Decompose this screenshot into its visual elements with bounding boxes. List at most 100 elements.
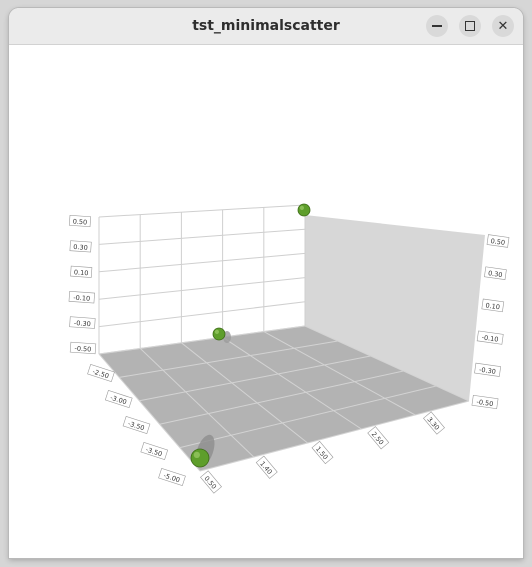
- grid-line: [139, 348, 255, 458]
- close-icon: ✕: [497, 18, 509, 34]
- tick-label: 0.30: [69, 240, 92, 253]
- tick-label-text: 0.10: [485, 301, 500, 311]
- scatter-point-body[interactable]: [212, 327, 226, 341]
- tick-label-box: [476, 330, 504, 345]
- scatter-point-highlight: [193, 451, 201, 458]
- tick-label-text: -0.30: [74, 319, 91, 328]
- right-wall: [305, 215, 485, 401]
- tick-label-box: [68, 214, 92, 228]
- grid-line: [98, 325, 306, 355]
- tick-label: -3.50: [122, 416, 151, 434]
- tick-label-box: [255, 455, 278, 479]
- tick-label-box: [367, 426, 390, 450]
- tick-label: -3.50: [140, 442, 169, 460]
- grid-line: [159, 370, 404, 425]
- grid-line: [98, 252, 306, 273]
- scatter-point-body[interactable]: [190, 448, 210, 468]
- title-bar[interactable]: tst_minimalscatter ✕: [9, 8, 523, 45]
- tick-label-box: [70, 265, 93, 278]
- grid-line: [179, 385, 437, 449]
- tick-label-box: [122, 416, 151, 434]
- tick-label: -0.10: [68, 291, 95, 304]
- minimize-button[interactable]: [426, 15, 448, 37]
- grid-line: [98, 204, 306, 218]
- right-wall-labels: 0.50 0.30 0.10 -0.10 -0.30 -0.50: [471, 234, 510, 410]
- tick-label-text: -0.50: [74, 344, 91, 353]
- tick-label: 3.30: [423, 411, 445, 435]
- grid-line: [199, 400, 470, 472]
- tick-label-box: [486, 234, 510, 248]
- tick-label: -0.10: [476, 330, 504, 345]
- scatter-point-highlight: [299, 205, 304, 210]
- tick-label: 2.50: [367, 426, 390, 450]
- tick-label: -0.50: [69, 341, 97, 355]
- tick-label-text: -0.10: [481, 333, 499, 343]
- scatter-point[interactable]: [212, 327, 226, 341]
- scatter-graph-view[interactable]: 0.50 0.30 0.10 -0.10 -0.30 -0.50 0.50 0.30 0.10…: [9, 45, 523, 558]
- tick-label-box: [481, 298, 505, 313]
- tick-label: 1.50: [311, 440, 334, 465]
- grid-line: [263, 331, 416, 416]
- tick-label-text: -0.10: [73, 294, 90, 303]
- tick-label-box: [104, 390, 133, 408]
- floor-front-labels: 0.50 1.40 1.50 2.50 3.30: [200, 411, 445, 494]
- tick-label-box: [69, 240, 92, 253]
- grid-line: [222, 336, 362, 430]
- back-wall-labels: 0.50 0.30 0.10 -0.10 -0.30 -0.50: [68, 214, 97, 355]
- floor-grid: [98, 325, 470, 472]
- tick-label-box: [484, 266, 507, 280]
- tick-label-box: [474, 362, 502, 377]
- scatter-point[interactable]: [297, 203, 311, 217]
- scatter-3d-chart[interactable]: 0.50 0.30 0.10 -0.10 -0.30 -0.50 0.50 0.30 0.10…: [9, 45, 523, 558]
- grid-line: [139, 355, 371, 402]
- tick-label-text: 0.30: [73, 243, 88, 252]
- tick-label-box: [69, 316, 96, 329]
- tick-label: -0.50: [471, 394, 499, 410]
- floor-left-labels: -2.50-3.00-3.50-3.50-5.00: [87, 364, 186, 486]
- grid-line: [98, 301, 306, 328]
- maximize-button[interactable]: [459, 15, 481, 37]
- grid-line: [181, 342, 308, 444]
- tick-label: -3.00: [104, 390, 133, 408]
- maximize-icon: [465, 21, 475, 31]
- tick-label-text: -0.50: [476, 398, 494, 408]
- tick-label: 0.10: [481, 298, 505, 313]
- scatter-point[interactable]: [190, 448, 210, 468]
- grid-line: [304, 325, 470, 402]
- grid-line: [98, 277, 306, 300]
- window-title: tst_minimalscatter: [192, 18, 340, 34]
- tick-label: 0.10: [70, 265, 93, 278]
- tick-label-box: [311, 440, 334, 465]
- grid-line: [98, 353, 201, 472]
- tick-label-box: [200, 470, 222, 494]
- tick-label: 0.30: [484, 266, 507, 280]
- tick-label-box: [423, 411, 445, 435]
- tick-label-box: [69, 341, 97, 355]
- grid-line: [119, 340, 338, 378]
- close-button[interactable]: ✕: [492, 15, 514, 37]
- tick-label-text: 0.30: [488, 269, 503, 279]
- tick-label-box: [158, 468, 186, 486]
- tick-label-box: [87, 364, 115, 382]
- tick-label-text: -0.30: [479, 366, 497, 376]
- tick-label: 0.50: [68, 214, 92, 228]
- scatter-points: [190, 203, 311, 468]
- tick-label-box: [140, 442, 169, 460]
- tick-label-text: 0.50: [72, 218, 87, 227]
- tick-label: 1.40: [255, 455, 278, 479]
- scatter-point-body[interactable]: [297, 203, 311, 217]
- tick-label-box: [471, 394, 499, 410]
- tick-label: -0.30: [69, 316, 96, 329]
- tick-label: -0.30: [474, 362, 502, 377]
- minimize-icon: [432, 25, 442, 27]
- grid-line: [98, 228, 306, 245]
- scatter-point-highlight: [214, 329, 219, 334]
- tick-label-text: 0.50: [490, 237, 505, 247]
- floor-plane: [99, 326, 469, 471]
- tick-label: -5.00: [158, 468, 186, 486]
- app-window: tst_minimalscatter ✕ 0.50 0.30 0.10 -0.10 -0…: [9, 8, 523, 558]
- tick-label: 0.50: [486, 234, 510, 248]
- tick-label: 0.50: [200, 470, 222, 494]
- tick-label-box: [68, 291, 95, 304]
- tick-label-text: 0.10: [74, 268, 89, 277]
